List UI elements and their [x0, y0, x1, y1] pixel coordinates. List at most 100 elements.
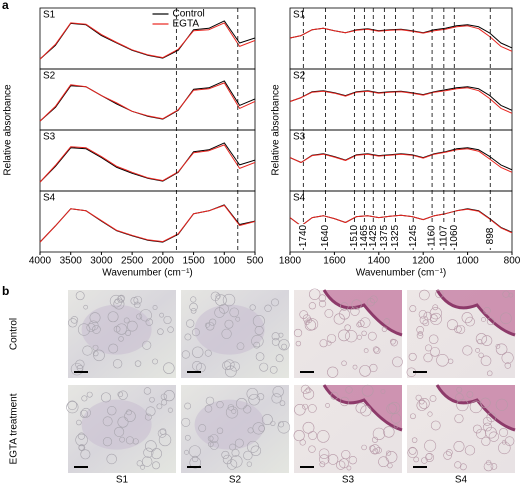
- cell: [459, 463, 467, 471]
- cell: [387, 462, 393, 469]
- cell: [430, 346, 440, 357]
- cell: [330, 391, 339, 400]
- cell: [344, 324, 351, 331]
- cell: [502, 290, 510, 298]
- cell: [149, 396, 155, 403]
- cell: [429, 312, 442, 325]
- spectrum-line: [39, 204, 256, 243]
- cell: [167, 326, 174, 333]
- cell: [326, 340, 332, 346]
- cell: [70, 316, 79, 324]
- x-tick-label: 800: [504, 256, 520, 267]
- cell: [119, 436, 126, 443]
- cell: [341, 360, 347, 366]
- cell: [326, 333, 337, 344]
- x-tick-label: 500: [247, 256, 264, 267]
- cell: [465, 316, 475, 327]
- cell: [456, 399, 469, 412]
- cell: [454, 413, 464, 424]
- cell: [486, 459, 492, 466]
- cell: [186, 319, 195, 328]
- spectrum-line: [289, 208, 513, 234]
- cell: [486, 412, 497, 423]
- cell: [361, 384, 374, 397]
- cell: [383, 426, 395, 438]
- cell: [156, 403, 163, 410]
- cell: [209, 440, 219, 450]
- peak-label-bg: [485, 224, 496, 248]
- x-axis-label: Wavenumber (cm⁻¹): [356, 268, 446, 279]
- cell: [75, 433, 88, 447]
- cell: [416, 325, 424, 334]
- cell: [319, 339, 328, 348]
- cell: [250, 445, 262, 457]
- vascular-region: [194, 304, 265, 355]
- cell: [222, 360, 232, 371]
- cell: [425, 453, 435, 462]
- cell: [409, 305, 417, 313]
- spectrum-line: [39, 80, 256, 122]
- panel-label: b: [2, 284, 9, 298]
- cell: [482, 416, 492, 426]
- cell: [163, 390, 175, 402]
- cell: [445, 449, 453, 456]
- cell: [78, 444, 86, 451]
- cell: [126, 409, 132, 416]
- cell: [508, 292, 514, 298]
- cell: [495, 343, 508, 356]
- cell: [419, 289, 430, 301]
- cell: [106, 453, 117, 465]
- cell: [151, 448, 163, 460]
- cell: [161, 399, 168, 406]
- cell: [181, 350, 190, 359]
- cell: [67, 400, 78, 411]
- x-tick-label: 3000: [90, 256, 113, 267]
- subplot-frame: [39, 68, 256, 131]
- cell: [204, 322, 210, 328]
- cell: [483, 461, 494, 472]
- cell: [345, 330, 358, 343]
- cell: [481, 317, 486, 323]
- cell: [501, 351, 514, 364]
- cell: [327, 366, 339, 378]
- cell: [117, 295, 125, 303]
- cell: [92, 325, 101, 334]
- cell: [481, 436, 491, 446]
- cell: [216, 427, 224, 434]
- cell: [293, 430, 305, 442]
- peak-label: 898: [485, 227, 496, 244]
- cell: [339, 308, 350, 320]
- spectrum-line: [39, 82, 256, 122]
- cell: [225, 406, 239, 419]
- cell: [475, 333, 487, 345]
- cell: [443, 451, 452, 460]
- cell: [218, 303, 229, 314]
- cell: [112, 359, 123, 369]
- cell: [480, 355, 492, 367]
- cell: [275, 354, 284, 363]
- micrograph: [181, 290, 290, 378]
- cell: [366, 298, 375, 307]
- cell: [89, 312, 101, 324]
- subplot-label: S1: [43, 10, 56, 21]
- cell: [308, 302, 317, 310]
- cell: [381, 326, 388, 332]
- cell: [271, 298, 279, 307]
- cell: [76, 419, 82, 426]
- cell: [190, 308, 197, 314]
- peak-label-bg: [298, 224, 309, 248]
- cell: [145, 318, 153, 326]
- cell: [68, 318, 78, 328]
- cell: [386, 450, 392, 456]
- cell: [88, 320, 99, 331]
- cell: [230, 455, 243, 468]
- x-tick-label: 2000: [152, 256, 175, 267]
- cell: [415, 394, 422, 401]
- cell: [243, 450, 253, 461]
- subplot-label: S4: [43, 193, 56, 204]
- cell: [117, 391, 124, 398]
- cell: [425, 344, 433, 352]
- cell: [229, 307, 240, 318]
- cell: [410, 413, 416, 420]
